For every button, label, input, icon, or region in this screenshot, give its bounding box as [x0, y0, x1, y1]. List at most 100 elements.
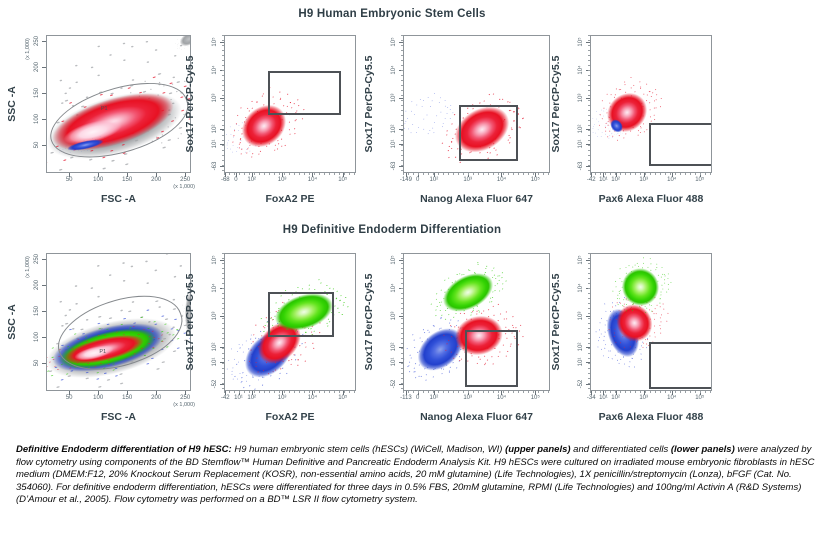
x-tick-label: 10²	[429, 395, 439, 401]
gate-box	[267, 292, 335, 337]
x-tick-mark	[433, 391, 435, 395]
x-tick-label: 10⁵	[338, 395, 348, 401]
x-tick-mark	[225, 391, 227, 395]
gate-box	[648, 123, 711, 167]
panel-row-top: P1 SSC -A FSC -A 250 200 150 100 50 50 100 150 200 2…	[0, 35, 819, 235]
y-tick-label: 10⁴	[212, 282, 218, 293]
scatter-dots-blue	[606, 122, 607, 124]
x-tick-label: 10⁴	[307, 177, 318, 183]
flow-panel-de-pax6: Sox17 PerCP-Cy5.5 Pax6 Alexa Fluor 488 10⁵…	[550, 253, 712, 423]
gate-label: P1	[100, 106, 108, 113]
x-tick-label: 0	[416, 395, 420, 401]
x-tick-label: 100	[93, 177, 104, 183]
x-tick-label: 10⁵	[338, 177, 348, 183]
x-tick-mark	[405, 391, 407, 395]
y-axis-label: Sox17 PerCP-Cy5.5	[363, 55, 375, 153]
caption-segment: and differentiated cells	[570, 444, 671, 455]
x-tick-mark	[603, 173, 605, 177]
y-tick-label: 250	[34, 35, 40, 46]
x-minor-ticks	[590, 173, 712, 175]
y-minor-ticks	[401, 253, 403, 391]
flow-panel-hesc-fsc-ssc: P1 SSC -A FSC -A 250 200 150 100 50 50 100 150 200 2…	[6, 35, 195, 205]
x-tick-mark	[405, 173, 407, 177]
y-tick-mark	[42, 363, 46, 365]
x-tick-mark	[467, 173, 469, 177]
x-tick-label: 10⁵	[530, 177, 540, 183]
x-tick-mark	[342, 391, 344, 395]
x-tick-label: 10⁴	[667, 177, 677, 183]
x-tick-mark	[156, 173, 158, 177]
x-minor-ticks	[403, 391, 550, 393]
x-tick-label: -42	[586, 177, 596, 183]
x-tick-label: 10²	[247, 177, 257, 183]
y-tick-mark	[42, 284, 46, 286]
y-axis-label: Sox17 PerCP-Cy5.5	[184, 273, 196, 371]
y-tick-label: 100	[34, 114, 40, 125]
y-tick-label: 10⁵	[391, 37, 397, 47]
x-axis-label: FoxA2 PE	[265, 411, 315, 423]
x-tick-label: 10²	[611, 177, 620, 183]
x-axis-label: Nanog Alexa Fluor 647	[420, 411, 533, 423]
y-tick-label: 10²	[212, 124, 218, 134]
y-tick-label: -63	[578, 161, 584, 171]
x-tick-mark	[156, 391, 158, 395]
flow-panel-de-foxa2: Sox17 PerCP-Cy5.5 FoxA2 PE 10⁵ 10⁴ 10³ 10² 10¹…	[184, 253, 356, 423]
x-tick-mark	[69, 391, 71, 395]
x-tick-mark	[643, 391, 645, 395]
x-tick-mark	[643, 173, 645, 177]
y-tick-label: -52	[578, 379, 584, 389]
x-tick-label: 100	[93, 395, 104, 401]
x-tick-label: 50	[65, 177, 73, 183]
caption-segment: were analyzed by flow cytometry using co…	[16, 444, 815, 506]
x-tick-label: 10⁴	[667, 395, 677, 401]
x-tick-label: 10¹	[599, 395, 608, 401]
population-sox17-high	[615, 261, 666, 312]
y-axis-label: Sox17 PerCP-Cy5.5	[550, 273, 562, 371]
x-tick-mark	[591, 173, 593, 177]
x-tick-mark	[417, 173, 419, 177]
x-tick-mark	[312, 173, 314, 177]
caption-segment: H9 human embryonic stem cells (hESCs) (W…	[234, 444, 506, 455]
gate-box	[267, 71, 341, 115]
x-tick-mark	[342, 173, 344, 177]
y-tick-label: 10¹	[212, 139, 218, 149]
x-tick-label: 10¹	[234, 395, 243, 401]
x-axis-multiplier: (x 1,000)	[173, 184, 195, 190]
caption-bold-segment: Definitive Endoderm differentiation of H…	[16, 444, 235, 455]
x-tick-mark	[417, 391, 419, 395]
y-tick-label: 10⁵	[578, 255, 584, 265]
x-tick-mark	[98, 173, 100, 177]
x-axis-label: Pax6 Alexa Fluor 488	[598, 193, 704, 205]
plot-area-de-pax6	[590, 253, 712, 391]
y-tick-label: 50	[34, 142, 40, 149]
x-tick-mark	[225, 173, 227, 177]
x-axis-label: FoxA2 PE	[265, 193, 315, 205]
y-axis-label: SSC -A	[6, 304, 18, 340]
plot-area-de-foxa2	[224, 253, 356, 391]
plot-area-hesc-foxa2	[224, 35, 356, 173]
y-tick-mark	[42, 258, 46, 260]
x-tick-label: 10³	[639, 395, 649, 401]
x-axis-label: Nanog Alexa Fluor 647	[420, 193, 533, 205]
flow-panel-de-nanog: Sox17 PerCP-Cy5.5 Nanog Alexa Fluor 647 10…	[363, 253, 550, 423]
x-tick-mark	[238, 391, 240, 395]
x-tick-mark	[699, 173, 701, 177]
x-tick-label: 10³	[277, 177, 287, 183]
y-tick-label: 150	[34, 305, 40, 316]
x-tick-label: 10²	[429, 177, 439, 183]
x-tick-label: -149	[399, 177, 412, 183]
plot-area-hesc-pax6	[590, 35, 712, 173]
x-tick-label: 10³	[639, 177, 649, 183]
figure-title-bottom: H9 Definitive Endoderm Differentiation	[282, 224, 502, 236]
gate-box	[648, 342, 711, 389]
y-minor-ticks	[222, 35, 224, 173]
y-tick-mark	[42, 40, 46, 42]
x-tick-label: 150	[122, 177, 133, 183]
x-tick-mark	[69, 173, 71, 177]
gate-box	[459, 105, 519, 162]
x-tick-label: 150	[122, 395, 133, 401]
y-tick-label: 10⁵	[578, 37, 584, 47]
plot-area-hesc-nanog	[403, 35, 550, 173]
scatter-dots-gray	[131, 78, 135, 81]
